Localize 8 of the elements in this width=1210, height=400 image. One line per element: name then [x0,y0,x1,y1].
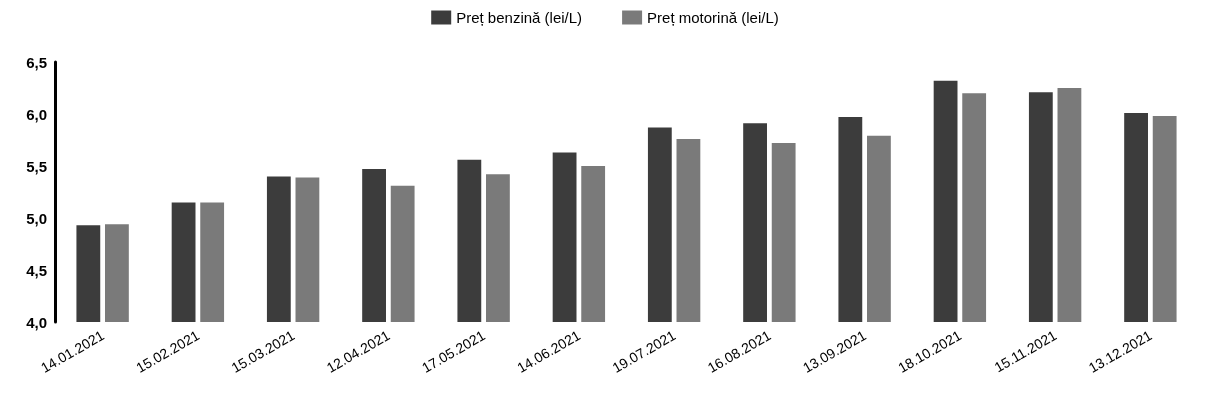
y-tick-label: 6,0 [26,105,47,123]
y-tick-label: 4,0 [26,313,47,331]
legend-label: Preț motorină (lei/L) [647,9,779,26]
y-tick-label: 5,0 [26,209,47,227]
y-tick-label: 4,5 [26,261,47,279]
y-tick-label: 6,5 [26,53,47,71]
legend-label: Preț benzină (lei/L) [456,9,583,26]
y-tick-label: 5,5 [26,157,47,175]
